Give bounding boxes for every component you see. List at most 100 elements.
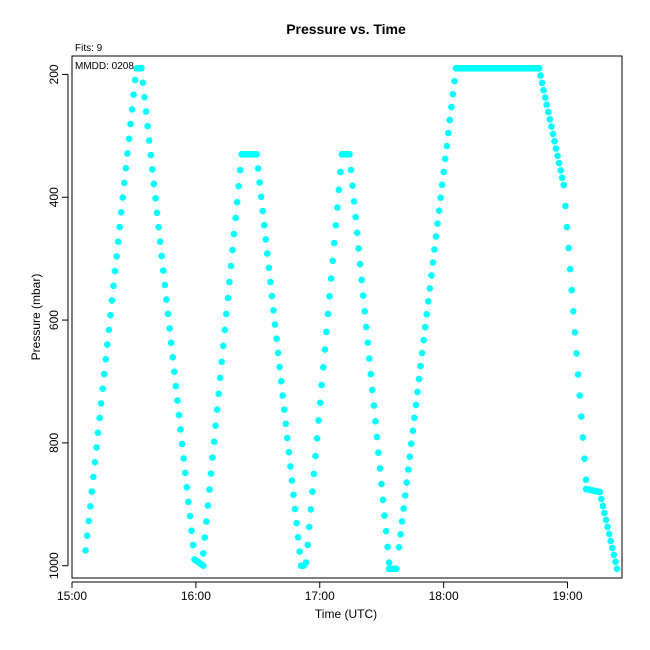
- y-tick-label: 600: [47, 310, 61, 330]
- data-point: [206, 486, 213, 493]
- data-point: [369, 386, 376, 394]
- data-point: [229, 246, 236, 254]
- plot-frame: [71, 55, 623, 579]
- data-point: [131, 76, 139, 84]
- data-point: [259, 207, 267, 215]
- data-point: [87, 503, 94, 510]
- data-point: [546, 116, 554, 123]
- x-tick-label: 19:00: [552, 589, 582, 603]
- data-point: [605, 530, 613, 538]
- y-axis-label: Pressure (mbar): [29, 274, 43, 361]
- data-point: [446, 116, 454, 124]
- data-point: [366, 355, 373, 362]
- data-point: [113, 253, 120, 260]
- y-tick-label: 400: [47, 187, 61, 207]
- data-point: [274, 349, 282, 357]
- data-point: [94, 429, 102, 437]
- data-point: [445, 129, 452, 137]
- data-point: [277, 378, 285, 385]
- data-point: [356, 260, 364, 268]
- data-point: [116, 223, 123, 231]
- data-point: [378, 480, 385, 488]
- data-point: [93, 444, 100, 451]
- data-point: [257, 193, 265, 201]
- data-point: [375, 449, 382, 457]
- fits-annotation: Fits: 9: [75, 43, 103, 54]
- data-point: [401, 492, 409, 499]
- data-point: [221, 326, 229, 334]
- data-point: [350, 198, 358, 205]
- data-point: [613, 565, 621, 573]
- data-point: [200, 550, 207, 557]
- data-point: [156, 238, 164, 245]
- y-tick-label: 800: [47, 433, 61, 453]
- data-point: [139, 79, 147, 86]
- data-point: [167, 339, 175, 347]
- data-point: [576, 392, 583, 399]
- data-point: [370, 402, 378, 409]
- data-point: [114, 238, 122, 245]
- data-point: [451, 77, 458, 85]
- data-point: [155, 223, 162, 231]
- data-point: [256, 179, 263, 186]
- data-point: [335, 186, 343, 194]
- data-point: [105, 326, 113, 334]
- data-point: [408, 440, 415, 448]
- data-point: [346, 151, 353, 158]
- data-point: [324, 310, 332, 318]
- data-point: [393, 565, 400, 573]
- data-point: [108, 297, 116, 304]
- data-point: [537, 72, 544, 79]
- data-point: [551, 137, 558, 145]
- data-point: [428, 272, 435, 279]
- data-point: [215, 390, 222, 398]
- data-point: [227, 262, 235, 270]
- data-point: [421, 323, 429, 331]
- data-point: [111, 267, 119, 275]
- data-point: [604, 523, 611, 531]
- data-point: [88, 488, 96, 495]
- data-point: [609, 544, 616, 552]
- data-point: [305, 523, 313, 531]
- data-point: [261, 221, 268, 229]
- data-point: [599, 502, 607, 510]
- y-axis: 200 400 600 800 1000: [47, 64, 69, 579]
- data-point: [153, 209, 161, 217]
- data-point: [307, 506, 315, 513]
- data-point: [175, 411, 183, 419]
- data-point: [209, 454, 216, 461]
- data-point: [273, 335, 280, 343]
- data-point: [400, 505, 407, 512]
- data-point: [279, 392, 287, 399]
- data-point: [538, 79, 546, 87]
- data-point: [296, 548, 303, 555]
- data-point: [121, 179, 128, 187]
- data-point: [122, 164, 130, 172]
- data-point: [443, 142, 451, 150]
- data-point: [117, 209, 125, 216]
- data-point: [601, 509, 608, 517]
- data-point: [395, 544, 403, 551]
- data-point: [406, 453, 414, 461]
- data-point: [216, 374, 224, 382]
- data-point: [437, 194, 444, 201]
- data-point: [332, 222, 340, 229]
- data-point: [596, 488, 603, 496]
- data-point: [253, 151, 260, 158]
- data-point: [172, 382, 180, 390]
- data-point: [382, 527, 390, 535]
- data-point: [160, 267, 167, 274]
- data-point: [91, 458, 99, 466]
- data-point: [102, 356, 110, 363]
- data-point: [364, 339, 372, 347]
- data-point: [232, 214, 239, 222]
- data-point: [313, 435, 321, 442]
- data-point: [409, 427, 417, 435]
- data-point: [541, 94, 549, 101]
- data-point: [180, 455, 187, 462]
- data-point: [169, 354, 176, 361]
- data-point: [235, 182, 242, 190]
- data-point: [124, 150, 131, 157]
- data-point: [405, 466, 412, 473]
